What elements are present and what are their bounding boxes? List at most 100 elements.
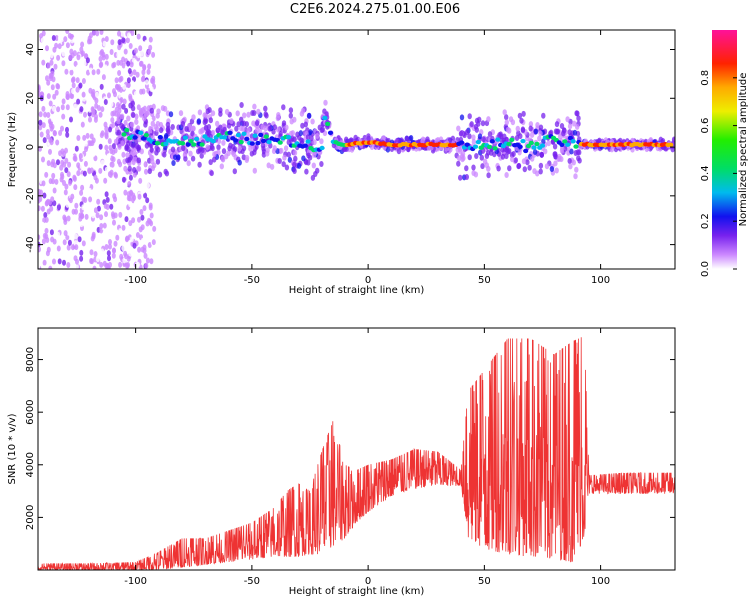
heatmap-cell — [147, 168, 152, 175]
heatmap-cell — [100, 49, 105, 55]
heatmap-cell — [266, 139, 272, 145]
heatmap-cell — [139, 50, 144, 57]
heatmap-cell — [155, 158, 161, 165]
heatmap-cell — [486, 165, 491, 172]
heatmap-cell — [171, 160, 176, 166]
heatmap-cell — [517, 149, 522, 156]
heatmap-cell — [241, 154, 246, 161]
heatmap-cell — [227, 130, 233, 135]
top-xtick-label: -100 — [124, 275, 147, 286]
heatmap-cell — [133, 47, 138, 54]
heatmap-cell — [513, 157, 518, 164]
heatmap-cell — [86, 181, 91, 188]
heatmap-cell — [121, 103, 126, 110]
heatmap-cell — [221, 135, 228, 140]
bottom-ylabel: SNR (10 * v/v) — [7, 413, 18, 484]
heatmap-cell — [98, 111, 103, 118]
heatmap-cell — [90, 140, 95, 147]
heatmap-cell — [151, 115, 156, 122]
heatmap-cell — [92, 47, 97, 53]
heatmap-cell — [231, 151, 236, 158]
heatmap-cell — [52, 93, 57, 100]
heatmap-cell — [79, 221, 84, 228]
heatmap-cell — [301, 155, 306, 162]
heatmap-cell — [61, 50, 66, 57]
heatmap-cell — [467, 154, 472, 161]
heatmap-cell — [65, 30, 70, 34]
heatmap-cell — [142, 180, 147, 187]
heatmap-cell — [597, 137, 602, 144]
heatmap-cell — [471, 138, 477, 145]
heatmap-cell — [116, 158, 121, 165]
heatmap-cell — [45, 250, 50, 257]
heatmap-cell — [119, 97, 124, 103]
heatmap-cell — [252, 167, 257, 174]
heatmap-cell — [76, 98, 81, 105]
heatmap-cell — [136, 261, 140, 268]
heatmap-cell — [104, 144, 109, 151]
heatmap-cell — [131, 112, 136, 118]
heatmap-cell — [46, 79, 51, 86]
heatmap-cell — [144, 39, 149, 46]
heatmap-cell — [52, 130, 57, 136]
heatmap-cell — [82, 134, 87, 141]
heatmap-cell — [241, 145, 247, 152]
heatmap-cell — [106, 153, 111, 160]
heatmap-cell — [91, 212, 96, 219]
heatmap-cell — [41, 238, 46, 245]
heatmap-cell — [489, 139, 495, 144]
top-xtick-label: 0 — [365, 275, 371, 286]
heatmap-cell — [48, 184, 53, 191]
heatmap-cell — [126, 115, 131, 122]
heatmap-cell — [102, 260, 107, 267]
heatmap-cell — [129, 116, 134, 123]
heatmap-cell — [576, 155, 581, 162]
heatmap-cell — [108, 239, 112, 245]
heatmap-cell — [42, 265, 47, 269]
heatmap-cell — [311, 162, 316, 169]
heatmap-cell — [287, 156, 293, 163]
heatmap-cell — [92, 265, 97, 269]
heatmap-cell — [183, 150, 188, 157]
heatmap-cell — [128, 102, 133, 109]
heatmap-cell — [467, 133, 472, 140]
heatmap-cell — [254, 120, 260, 126]
heatmap-cell — [70, 244, 75, 251]
heatmap-cell — [532, 149, 538, 155]
heatmap-cell — [487, 131, 493, 138]
heatmap-cell — [517, 144, 523, 149]
heatmap-cell — [69, 48, 74, 55]
heatmap-cell — [42, 137, 47, 144]
heatmap-cell — [54, 178, 59, 185]
heatmap-cell — [552, 143, 558, 150]
heatmap-cell — [132, 171, 137, 178]
heatmap-cell — [113, 206, 118, 213]
heatmap-cell — [79, 163, 84, 170]
heatmap-cell — [124, 216, 129, 223]
heatmap-cell — [104, 36, 109, 42]
heatmap-cell — [557, 133, 563, 140]
heatmap-cell — [139, 97, 144, 104]
heatmap-cell — [91, 150, 96, 157]
heatmap-cell — [45, 75, 49, 82]
heatmap-cell — [88, 196, 93, 203]
heatmap-cell — [509, 137, 515, 142]
heatmap-cell — [135, 232, 140, 238]
heatmap-cell — [60, 159, 65, 166]
colorbar-tick-label: 0.6 — [700, 118, 711, 134]
heatmap-cell — [107, 138, 112, 145]
heatmap-cell — [45, 237, 50, 243]
heatmap-cell — [520, 138, 526, 144]
heatmap-cell — [190, 155, 196, 162]
heatmap-cell — [142, 244, 147, 251]
heatmap-cell — [180, 120, 186, 127]
heatmap-cell — [111, 121, 116, 128]
heatmap-cell — [263, 134, 269, 139]
heatmap-cell — [136, 104, 141, 111]
heatmap-cell — [62, 239, 67, 246]
heatmap-cell — [77, 236, 82, 243]
heatmap-cell — [266, 162, 271, 169]
heatmap-cell — [78, 113, 83, 120]
heatmap-cell — [84, 53, 88, 60]
